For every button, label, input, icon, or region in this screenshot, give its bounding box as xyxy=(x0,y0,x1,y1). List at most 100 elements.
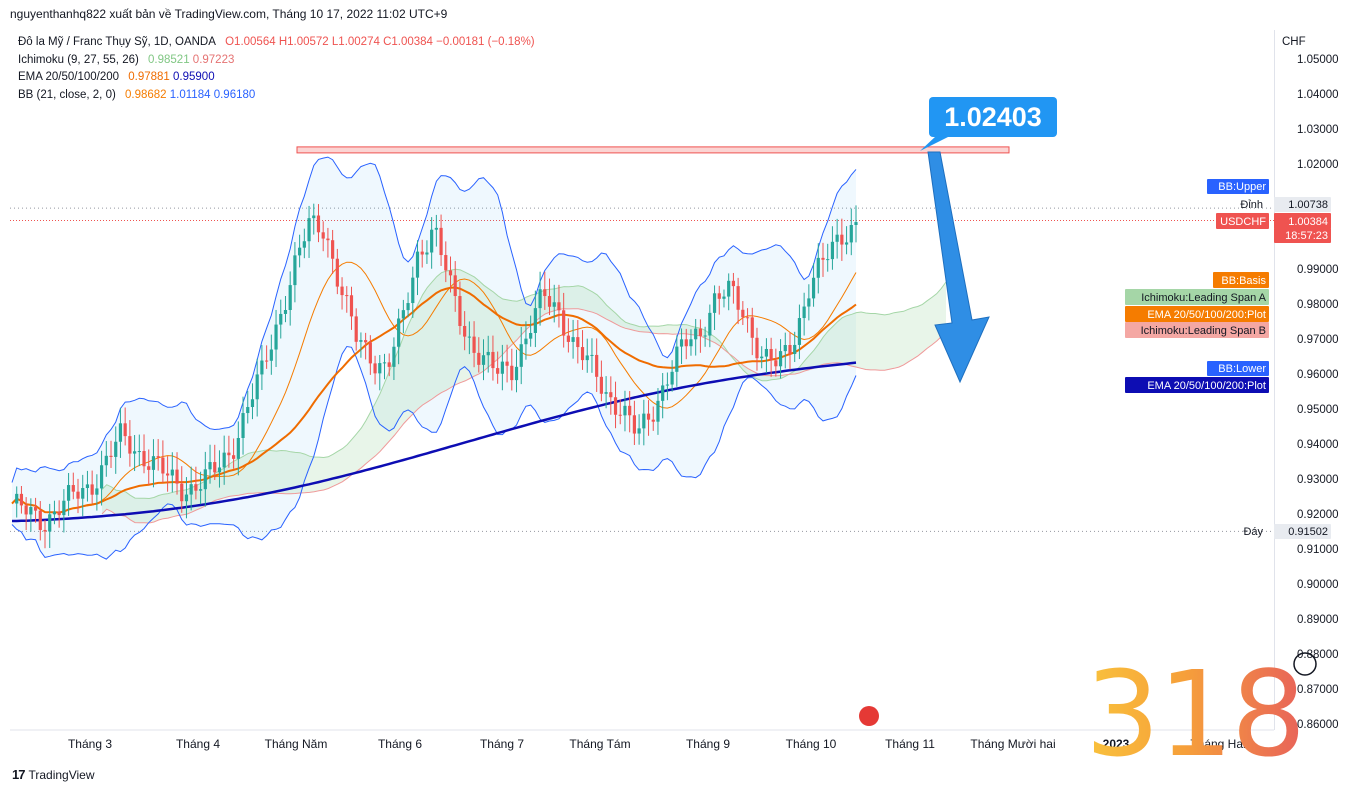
candle-body xyxy=(203,469,207,490)
tradingview-footer[interactable]: 17 TradingView xyxy=(12,767,95,782)
candle-body xyxy=(849,224,853,243)
candle-body xyxy=(562,310,566,336)
legend-change: −0.00181 (−0.18%) xyxy=(436,36,535,48)
candle-body xyxy=(505,361,509,366)
candle-body xyxy=(420,251,424,255)
legend-symbol-row[interactable]: Đô la Mỹ / Franc Thụy Sỹ, 1D, OANDA O1.0… xyxy=(18,34,535,52)
tag-ichimoku-a: Ichimoku:Leading Span A xyxy=(1141,292,1266,304)
down-arrow-icon[interactable] xyxy=(927,151,990,384)
candle-body xyxy=(477,352,481,365)
watermark-318: 318 xyxy=(1085,645,1306,783)
callout-value: 1.02403 xyxy=(944,102,1042,132)
x-tick-label: Tháng Năm xyxy=(265,737,328,751)
y-tick-label: 0.90000 xyxy=(1297,579,1339,591)
legend-ema-label: EMA 20/50/100/200 xyxy=(18,71,120,83)
candle-body xyxy=(48,514,52,532)
legend-ema-row[interactable]: EMA 20/50/100/200 0.97881 0.95900 xyxy=(18,69,535,87)
candle-body xyxy=(189,484,193,495)
candle-body xyxy=(661,385,665,401)
candle-body xyxy=(406,303,410,311)
candle-body xyxy=(170,469,174,476)
candle-body xyxy=(764,348,769,357)
candle-body xyxy=(557,302,561,311)
x-tick-label: Tháng 10 xyxy=(786,737,837,751)
chart-area[interactable] xyxy=(10,30,1275,730)
candle-body xyxy=(335,258,339,287)
candle-body xyxy=(514,366,519,381)
candle-body xyxy=(552,302,556,307)
candle-body xyxy=(731,280,736,287)
us-flag-icon[interactable] xyxy=(859,706,879,726)
resistance-zone[interactable] xyxy=(296,146,1010,154)
candle-body xyxy=(698,328,703,336)
candle-body xyxy=(99,465,104,489)
candle-body xyxy=(826,259,830,261)
candle-body xyxy=(472,336,476,353)
legend-ichimoku-row[interactable]: Ichimoku (9, 27, 55, 26) 0.98521 0.97223 xyxy=(18,52,535,70)
candle-body xyxy=(411,277,415,304)
candle-body xyxy=(590,354,594,356)
y-tick-label: 0.98000 xyxy=(1297,299,1339,311)
x-tick-label: Tháng 6 xyxy=(378,737,422,751)
candle-body xyxy=(595,354,599,377)
candle-body xyxy=(854,222,858,225)
tag-bb-lower-bg xyxy=(1207,361,1269,376)
candle-body xyxy=(312,215,316,219)
candle-body xyxy=(835,234,839,242)
y-tick-label: 0.92000 xyxy=(1297,509,1339,521)
tag-ichimoku-a-bg xyxy=(1125,289,1269,305)
candle-body xyxy=(774,360,778,367)
candle-body xyxy=(147,466,151,470)
candle-body xyxy=(43,529,47,532)
candle-body xyxy=(180,483,184,502)
candle-body xyxy=(359,340,363,342)
y-tick-label: 0.88000 xyxy=(1297,649,1339,661)
candle-body xyxy=(628,405,632,416)
candle-body xyxy=(71,485,75,492)
candle-body xyxy=(576,337,580,348)
tag-bb-basis: BB:Basis xyxy=(1221,275,1266,287)
candle-body xyxy=(712,293,717,313)
candle-body xyxy=(326,238,330,241)
candle-body xyxy=(109,455,113,457)
candle-body xyxy=(769,348,773,361)
candle-body xyxy=(76,491,80,499)
legend-low: L1.00274 xyxy=(331,36,380,48)
candle-body xyxy=(788,344,792,355)
candle-body xyxy=(547,296,552,307)
candle-body xyxy=(448,270,453,276)
candle-body xyxy=(816,257,820,278)
tag-countdown-bg xyxy=(1274,228,1331,243)
candle-body xyxy=(618,414,622,416)
candle-body xyxy=(458,296,462,326)
candle-body xyxy=(250,399,255,408)
tag-bb-upper: BB:Upper xyxy=(1218,181,1266,193)
candle-body xyxy=(156,456,160,458)
candle-body xyxy=(580,347,585,361)
candle-body xyxy=(15,493,19,504)
bb-upper-line xyxy=(11,156,857,483)
candle-body xyxy=(463,325,467,337)
candle-body xyxy=(232,455,236,459)
candle-body xyxy=(349,295,354,317)
x-tick-label: Tháng 11 xyxy=(885,737,935,751)
candle-body xyxy=(745,317,750,319)
legend-bb-basis: 0.98682 xyxy=(125,88,167,101)
candle-body xyxy=(599,376,603,394)
candle-body xyxy=(519,344,523,367)
candle-body xyxy=(689,339,693,347)
legend-bb-row[interactable]: BB (21, close, 2, 0) 0.98682 1.01184 0.9… xyxy=(18,87,535,105)
y-tick-label: 0.94000 xyxy=(1297,439,1339,451)
y-tick-label: 0.96000 xyxy=(1297,369,1339,381)
y-tick-label: 1.04000 xyxy=(1297,89,1339,101)
candle-body xyxy=(415,251,420,278)
legend-symbol: Đô la Mỹ / Franc Thụy Sỹ, 1D, OANDA xyxy=(18,36,216,48)
legend-ichimoku-b: 0.97223 xyxy=(192,53,235,66)
tradingview-logo-icon: 17 xyxy=(12,767,26,782)
y-tick-label: 0.99000 xyxy=(1297,264,1339,276)
callout-box[interactable] xyxy=(929,97,1057,137)
candle-body xyxy=(392,346,396,367)
candle-body xyxy=(208,462,212,470)
candle-body xyxy=(302,241,306,248)
